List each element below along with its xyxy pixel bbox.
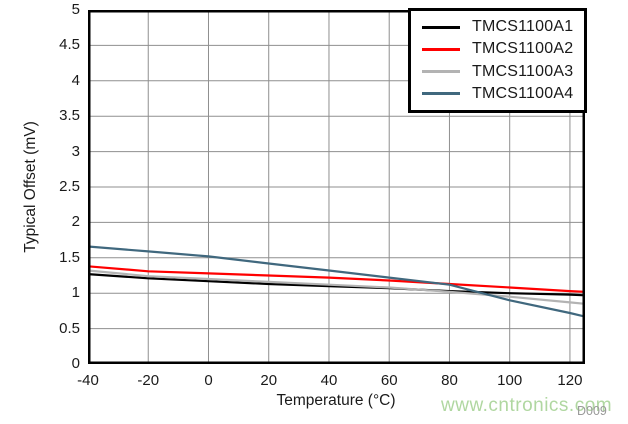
legend-line-swatch — [422, 92, 460, 96]
y-tick-label: 4 — [71, 71, 80, 89]
legend-line-swatch — [422, 25, 460, 29]
x-axis-title: Temperature (°C) — [276, 392, 396, 409]
x-tick-label: -20 — [137, 372, 160, 389]
series-line-TMCS1100A3 — [88, 269, 585, 305]
y-tick-label: 3.5 — [59, 107, 80, 125]
legend: TMCS1100A1 TMCS1100A2 TMCS1100A3 TMCS1100A4 — [408, 8, 587, 113]
legend-label: TMCS1100A1 — [472, 18, 574, 36]
x-tick-label: 80 — [441, 372, 458, 389]
x-tick-label: 40 — [320, 372, 338, 389]
legend-label: TMCS1100A4 — [472, 84, 574, 102]
y-tick-label: 4.5 — [59, 36, 80, 54]
figure-code: D009 — [577, 404, 607, 418]
legend-line-swatch — [422, 70, 460, 74]
series-line-TMCS1100A2 — [88, 265, 585, 293]
legend-label: TMCS1100A2 — [472, 40, 574, 58]
y-axis-title: Typical Offset (mV) — [22, 121, 39, 253]
plot-frame — [88, 10, 585, 364]
y-tick-label: 5 — [71, 1, 80, 18]
x-tick-label: 20 — [260, 372, 278, 389]
y-tick-label: 1.5 — [59, 248, 80, 266]
y-tick-label: 2.5 — [59, 178, 80, 195]
series-line-TMCS1100A4 — [88, 245, 585, 318]
x-tick-label: 60 — [380, 372, 398, 389]
y-tick-label: 0 — [71, 355, 80, 372]
legend-item: TMCS1100A3 — [422, 62, 584, 82]
x-tick-label: 120 — [557, 372, 583, 389]
y-tick-label: 3 — [71, 142, 80, 160]
legend-item: TMCS1100A1 — [422, 17, 584, 37]
legend-item: TMCS1100A2 — [422, 39, 584, 59]
y-tick-label: 0.5 — [59, 319, 80, 337]
y-tick-label: 1 — [71, 284, 80, 302]
legend-line-swatch — [422, 47, 460, 51]
legend-item: TMCS1100A4 — [422, 84, 584, 104]
x-tick-label: 0 — [204, 372, 213, 389]
x-tick-label: -40 — [77, 372, 99, 389]
y-tick-label: 2 — [71, 213, 80, 231]
watermark-text: www.cntronics.com — [441, 395, 613, 416]
legend-label: TMCS1100A3 — [472, 62, 574, 80]
x-tick-label: 100 — [497, 372, 523, 389]
